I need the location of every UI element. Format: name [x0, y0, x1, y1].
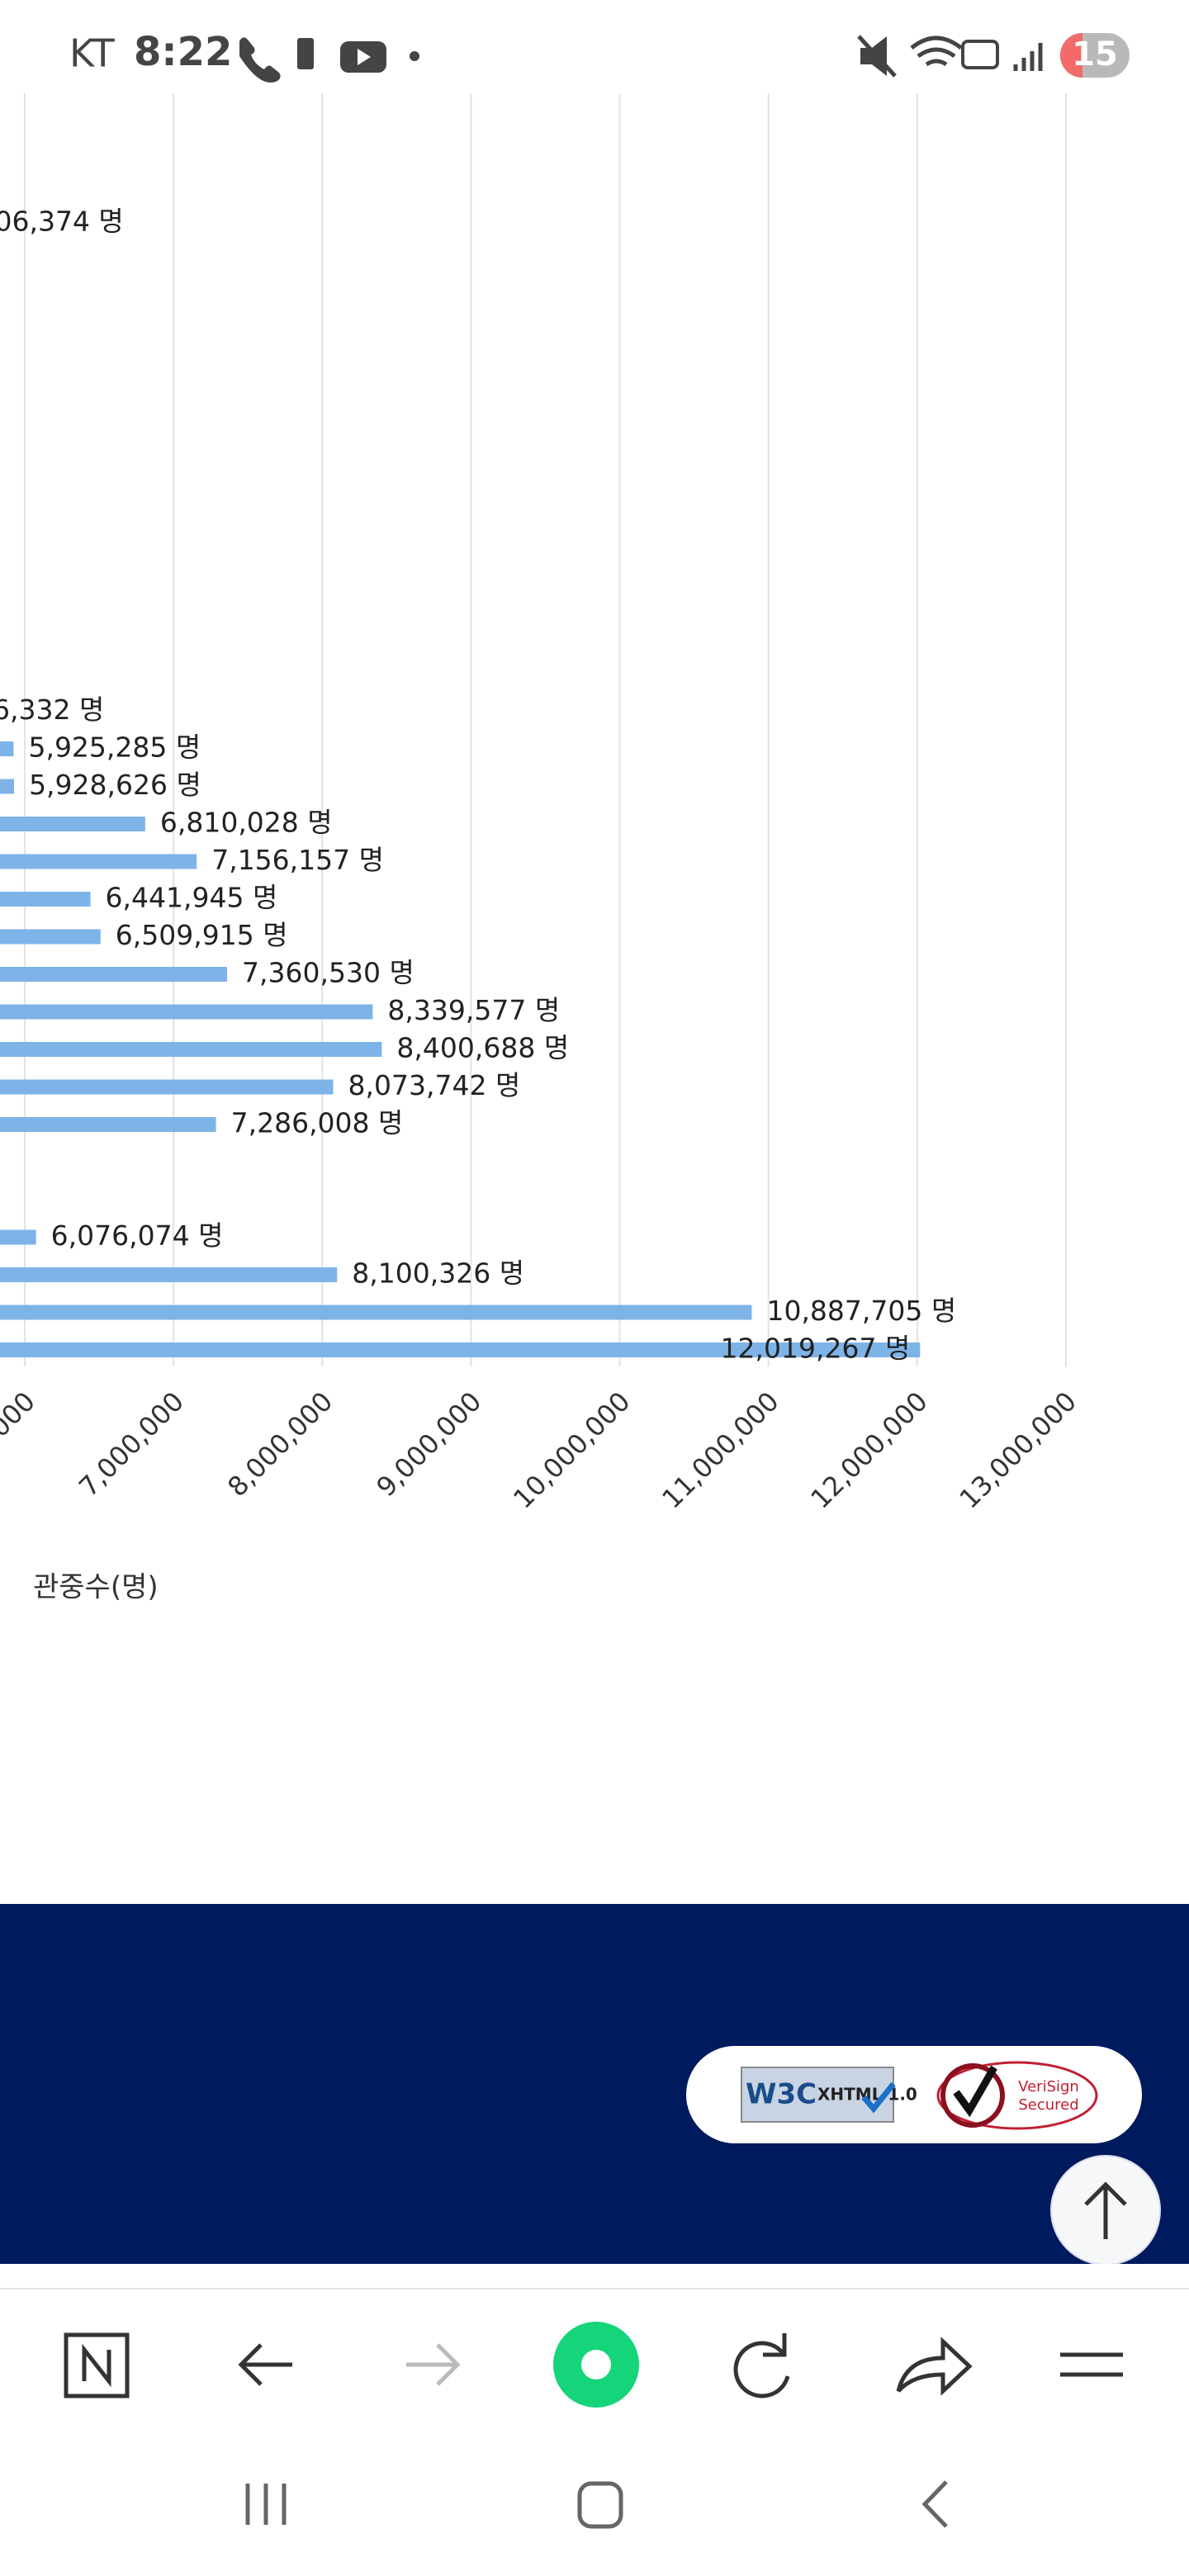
recents-button[interactable] [245, 2484, 287, 2525]
footer-gap [0, 2264, 1189, 2289]
bar [0, 854, 197, 869]
value-label: 5,406,374 명 [0, 206, 124, 238]
x-tick-label: 11,000,000 [656, 1385, 784, 1514]
home-n-button[interactable] [64, 2332, 130, 2398]
w3c-badge [741, 2067, 894, 2123]
verisign-text: VeriSign [1018, 2078, 1079, 2095]
bar [0, 779, 15, 794]
clock: 8:22 [134, 29, 232, 75]
value-label: 8,400,688 명 [396, 1032, 569, 1064]
back-button[interactable] [238, 2343, 292, 2386]
menu-button[interactable] [1060, 2352, 1123, 2377]
bar [0, 1079, 334, 1095]
dot-icon [410, 51, 419, 61]
x-tick-label: 12,000,000 [804, 1385, 933, 1514]
wifi-icon [910, 36, 963, 67]
scroll-top-arrow [1084, 2181, 1127, 2239]
bar [0, 1342, 921, 1357]
w3c-check [861, 2081, 896, 2114]
bar [0, 929, 101, 945]
value-label: 5,276,332 명 [0, 694, 104, 726]
value-label: 6,076,074 명 [51, 1219, 224, 1252]
bar [0, 1004, 373, 1020]
forward-button[interactable] [406, 2343, 461, 2386]
bar [0, 892, 91, 907]
bar [0, 1117, 216, 1132]
x-tick-label: 7,000,000 [73, 1385, 190, 1503]
value-label: 8,339,577 명 [387, 994, 560, 1026]
bar [0, 1267, 338, 1282]
value-label: 6,509,915 명 [116, 919, 288, 951]
x-tick-label: 6,000,000 [0, 1385, 41, 1503]
signal-icon [1013, 43, 1043, 71]
value-label: 6,810,028 명 [160, 807, 333, 839]
mute-icon [860, 36, 887, 76]
hd-icon [961, 40, 999, 69]
nav-bar [245, 2480, 948, 2529]
bar [0, 1305, 752, 1320]
badge-accent [1060, 33, 1082, 78]
green-dot-center [581, 2350, 611, 2379]
x-axis-title: 관중수(명) [33, 1571, 159, 1604]
verisign-circle [940, 2063, 1005, 2128]
bar [0, 741, 14, 756]
bar [0, 817, 145, 831]
value-label: 7,156,157 명 [211, 844, 384, 876]
value-label: 5,925,285 명 [28, 732, 201, 764]
mute-slash [857, 35, 897, 78]
value-label: 6,441,945 명 [106, 882, 278, 914]
youtube-play [358, 49, 371, 65]
notification-count: 15 [1072, 36, 1118, 73]
value-label: 7,286,008 명 [231, 1107, 404, 1139]
x-tick-label: 13,000,000 [954, 1385, 1082, 1514]
back-nav-button[interactable] [921, 2480, 948, 2528]
verisign-check [953, 2065, 997, 2118]
home-button[interactable] [577, 2481, 623, 2529]
bar [0, 1229, 36, 1245]
value-label: 5,928,626 명 [29, 769, 201, 801]
battery-alert-icon [297, 38, 314, 69]
bar [0, 967, 228, 982]
value-label: 8,100,326 명 [352, 1257, 524, 1290]
value-label: 7,360,530 명 [242, 957, 414, 989]
value-label: 12,019,267 명 [721, 1333, 911, 1365]
call-icon [239, 37, 281, 83]
browser-toolbar [64, 2332, 1123, 2398]
n-glyph [82, 2343, 111, 2388]
x-tick-label: 9,000,000 [370, 1385, 487, 1503]
value-label: 10,887,705 명 [766, 1295, 956, 1327]
chart: 6,000,000 7,000,000 8,000,000 9,000,000 10,0… [0, 93, 1082, 1515]
w3c-text: W3C [746, 2078, 817, 2111]
bar [0, 1042, 382, 1057]
verisign-badge [936, 2061, 1098, 2130]
secured-text: Secured [1018, 2096, 1078, 2114]
carrier: KT [69, 31, 116, 76]
x-tick-label: 8,000,000 [221, 1385, 339, 1503]
reload-button[interactable] [733, 2333, 790, 2398]
share-button[interactable] [896, 2337, 973, 2396]
x-tick-label: 10,000,000 [507, 1385, 636, 1514]
status-bar: KT 8:22 15 [69, 29, 1130, 83]
value-label: 8,073,742 명 [348, 1069, 521, 1101]
